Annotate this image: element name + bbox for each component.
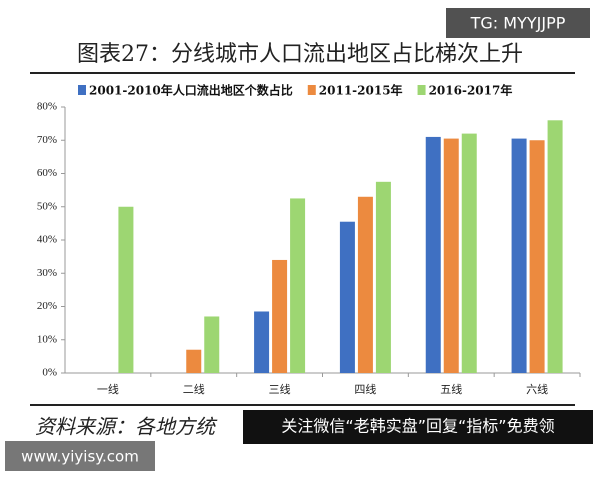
bar <box>529 140 545 373</box>
legend-swatch <box>417 85 426 95</box>
y-tick-label: 80% <box>37 101 57 113</box>
y-tick-label: 60% <box>37 167 57 179</box>
x-tick-label: 一线 <box>97 382 119 396</box>
bar <box>339 221 355 373</box>
x-tick-label: 三线 <box>269 382 291 396</box>
y-tick-label: 40% <box>37 234 57 246</box>
bar <box>272 259 288 373</box>
y-tick-label: 20% <box>37 300 57 312</box>
bar <box>425 136 441 373</box>
overlay-box <box>243 410 593 444</box>
bar <box>443 138 459 373</box>
source: 资料来源：各地方统 <box>35 415 218 439</box>
tg-text: TG: MYYJJPP <box>470 14 566 33</box>
x-tick-label: 二线 <box>183 382 205 396</box>
legend-label: 2001-2010年人口流出地区个数占比 <box>89 83 293 98</box>
y-tick-label: 0% <box>42 367 57 379</box>
bar <box>461 133 477 373</box>
y-tick-label: 30% <box>37 267 57 279</box>
site-text: www.yiyisy.com <box>21 448 139 466</box>
bar <box>547 120 563 373</box>
bar <box>511 138 527 373</box>
site-box <box>5 441 155 471</box>
legend-label: 2016-2017年 <box>429 83 513 98</box>
bar <box>357 196 373 373</box>
bar <box>290 198 306 373</box>
bar <box>186 349 202 373</box>
x-tick-label: 五线 <box>440 382 462 396</box>
y-tick-label: 70% <box>37 134 57 146</box>
x-tick-label: 四线 <box>354 382 376 396</box>
y-tick-label: 50% <box>37 200 57 212</box>
bar <box>204 316 220 373</box>
legend-label: 2011-2015年 <box>319 83 403 98</box>
tg-box <box>446 8 590 38</box>
legend-swatch <box>307 85 316 95</box>
bar <box>375 181 391 373</box>
x-tick-label: 六线 <box>526 382 548 396</box>
legend-swatch <box>78 85 86 95</box>
bar <box>254 311 270 373</box>
overlay-text: 关注微信“老韩实盘”回复“指标”免费领 <box>281 417 554 436</box>
y-tick-label: 10% <box>37 333 57 345</box>
chart-title: 图表27：分线城市人口流出地区占比梯次上升 <box>77 42 523 67</box>
bar <box>118 206 134 373</box>
